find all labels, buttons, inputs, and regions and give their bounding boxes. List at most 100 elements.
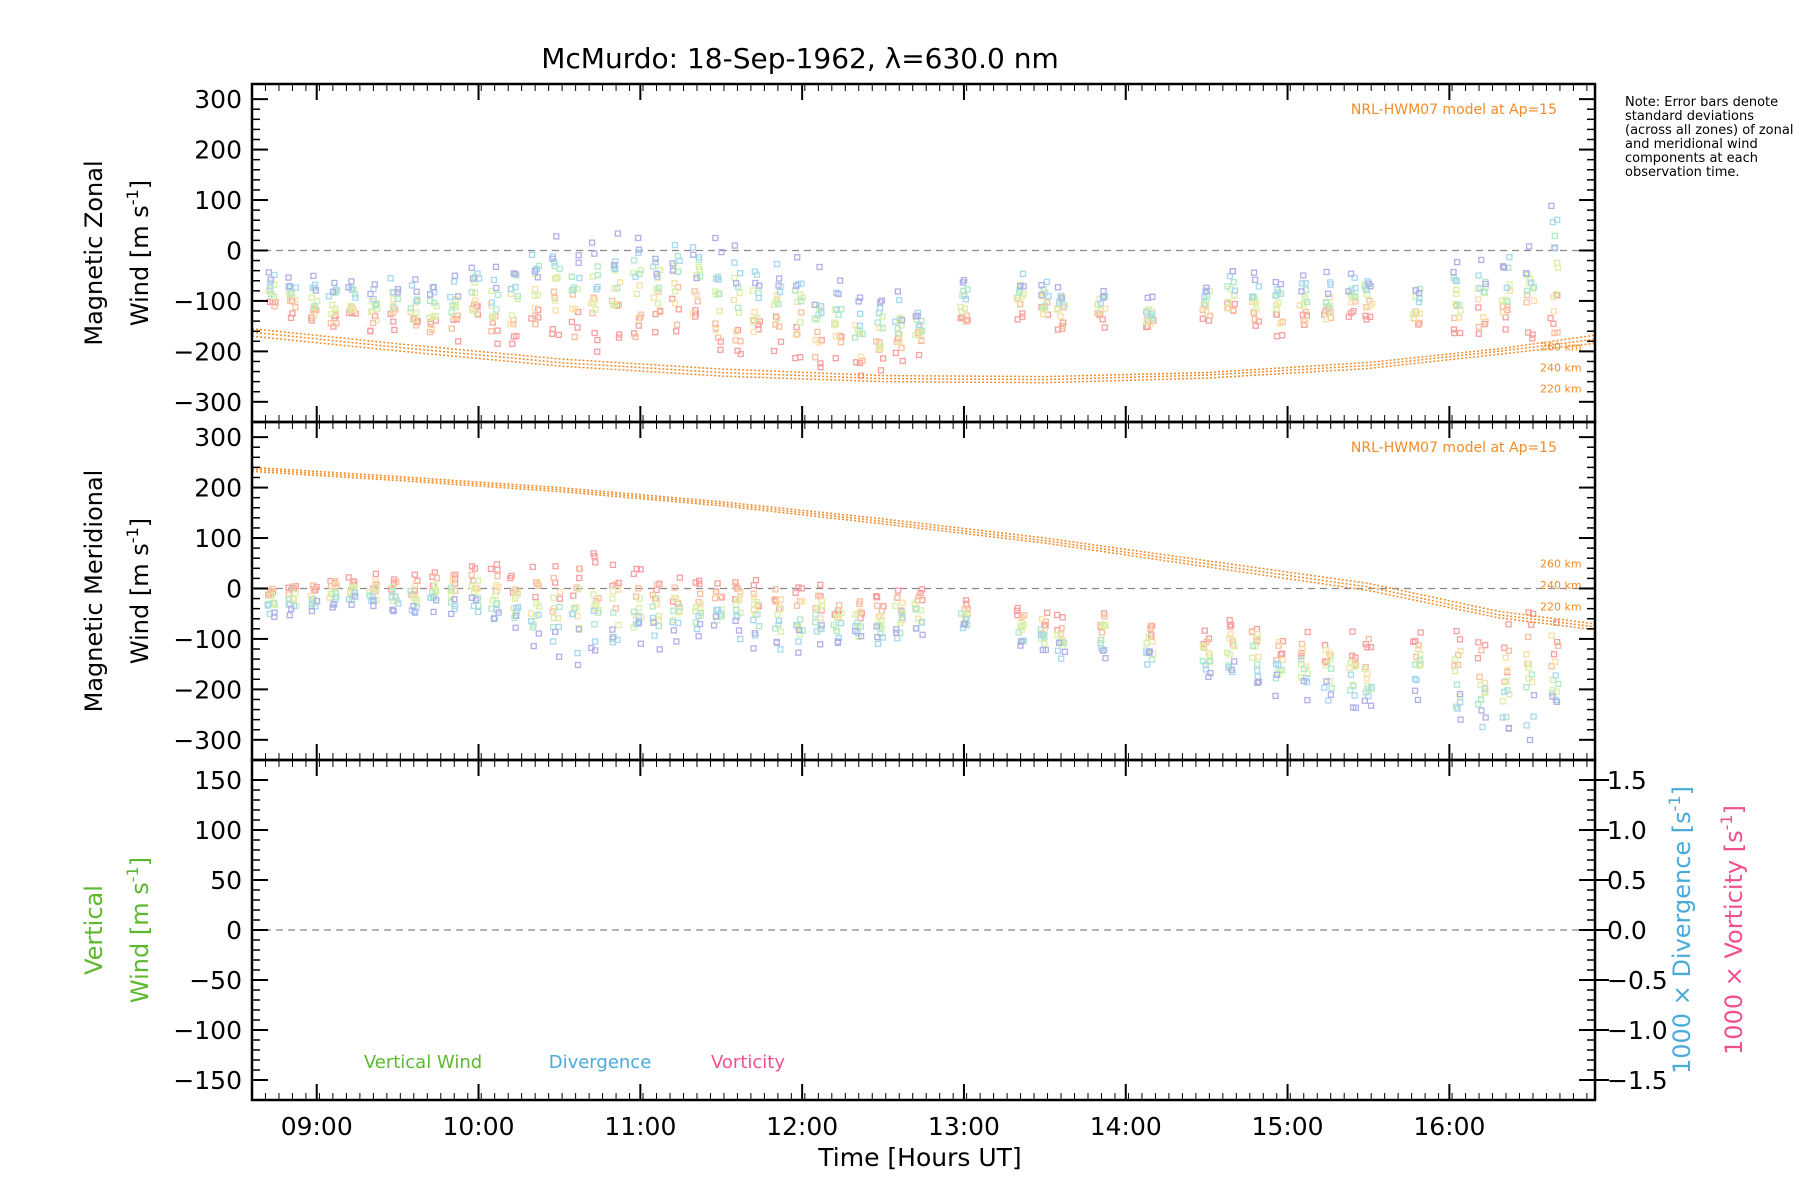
observation-point — [552, 275, 560, 282]
observation-point — [507, 320, 514, 327]
observation-point — [1272, 292, 1279, 299]
observation-point — [755, 289, 762, 297]
observation-point — [1273, 671, 1280, 678]
error-bar-note: Note: Error bars denote standard deviati… — [1625, 95, 1794, 180]
observation-point — [1041, 627, 1048, 634]
observation-point — [777, 628, 784, 635]
observation-point — [1303, 298, 1311, 306]
observation-point — [693, 625, 701, 633]
observation-point — [1274, 286, 1281, 293]
observation-point — [549, 330, 556, 337]
observation-point — [676, 574, 684, 581]
observation-point — [575, 252, 582, 259]
observation-point — [718, 249, 725, 256]
observation-point — [552, 307, 559, 314]
model-curve-260-km — [251, 327, 1596, 378]
observation-point — [630, 608, 638, 615]
observation-point — [433, 597, 440, 604]
observation-point — [1053, 631, 1061, 639]
observation-point — [471, 289, 479, 297]
observation-point — [1327, 279, 1334, 286]
observation-point — [345, 574, 352, 581]
observation-point — [1043, 609, 1051, 616]
observation-point — [735, 627, 743, 634]
observation-point — [1474, 655, 1482, 662]
observation-point — [1478, 256, 1485, 264]
observation-point — [1474, 296, 1482, 303]
observation-point — [470, 301, 478, 308]
observation-point — [1475, 330, 1483, 337]
observation-point — [1037, 632, 1045, 639]
observation-point — [572, 306, 579, 313]
observation-point — [857, 310, 864, 317]
observation-point — [875, 309, 883, 317]
observation-point — [451, 278, 458, 285]
observation-point — [918, 619, 925, 626]
observation-point — [818, 309, 825, 316]
observation-point — [773, 638, 780, 646]
observation-point — [1476, 284, 1484, 292]
observation-point — [1043, 278, 1050, 285]
observation-point — [672, 288, 679, 295]
observation-point — [389, 583, 396, 591]
observation-point — [568, 273, 575, 280]
observation-point — [1060, 319, 1067, 326]
observation-point — [371, 281, 378, 288]
observation-point — [814, 328, 821, 335]
observation-point — [874, 640, 882, 648]
observation-point — [433, 574, 441, 582]
observation-point — [963, 312, 970, 319]
y-axis-label: Wind [m s-1] — [123, 857, 154, 1003]
observation-point — [449, 302, 456, 309]
observation-point — [1416, 319, 1423, 326]
observation-point — [574, 324, 581, 331]
y2-tick-label: −1.5 — [1607, 1066, 1668, 1095]
observation-point — [1249, 654, 1256, 661]
observation-point — [1528, 279, 1535, 286]
observation-point — [1146, 648, 1153, 655]
observation-point — [919, 631, 926, 638]
observation-point — [569, 611, 576, 618]
observation-point — [1411, 637, 1419, 645]
observation-point — [811, 315, 819, 322]
observation-point — [892, 318, 899, 325]
observation-point — [654, 300, 662, 307]
observation-point — [750, 593, 758, 600]
observation-point — [712, 320, 719, 327]
observation-point — [470, 602, 477, 610]
observation-point — [696, 273, 704, 280]
observation-point — [610, 634, 617, 641]
observation-point — [447, 293, 454, 301]
observation-point — [669, 267, 677, 274]
x-tick-label: 14:00 — [1090, 1112, 1162, 1141]
observation-point — [1555, 642, 1562, 649]
observation-point — [1300, 677, 1307, 685]
observation-point — [574, 649, 581, 657]
observation-point — [532, 593, 539, 601]
observation-point — [593, 285, 600, 293]
observation-point — [670, 607, 677, 614]
observation-point — [448, 325, 455, 332]
observation-point — [552, 297, 559, 304]
observation-point — [1457, 329, 1464, 337]
observation-point — [333, 287, 341, 294]
observation-point — [1041, 302, 1049, 309]
observation-point — [1275, 299, 1282, 306]
observation-point — [407, 305, 414, 312]
observation-point — [675, 306, 682, 313]
observation-point — [853, 359, 860, 366]
observation-point — [635, 613, 642, 620]
observation-point — [494, 566, 501, 573]
observation-point — [329, 301, 336, 309]
observation-point — [588, 239, 596, 246]
observation-point — [594, 271, 601, 279]
observation-point — [369, 593, 376, 600]
observation-point — [489, 596, 496, 604]
observation-point — [1548, 663, 1555, 670]
observation-point — [1097, 307, 1105, 314]
observation-point — [737, 270, 744, 277]
observation-point — [1322, 298, 1330, 306]
observation-point — [655, 613, 663, 620]
observation-point — [1352, 285, 1359, 292]
observation-point — [652, 255, 659, 263]
